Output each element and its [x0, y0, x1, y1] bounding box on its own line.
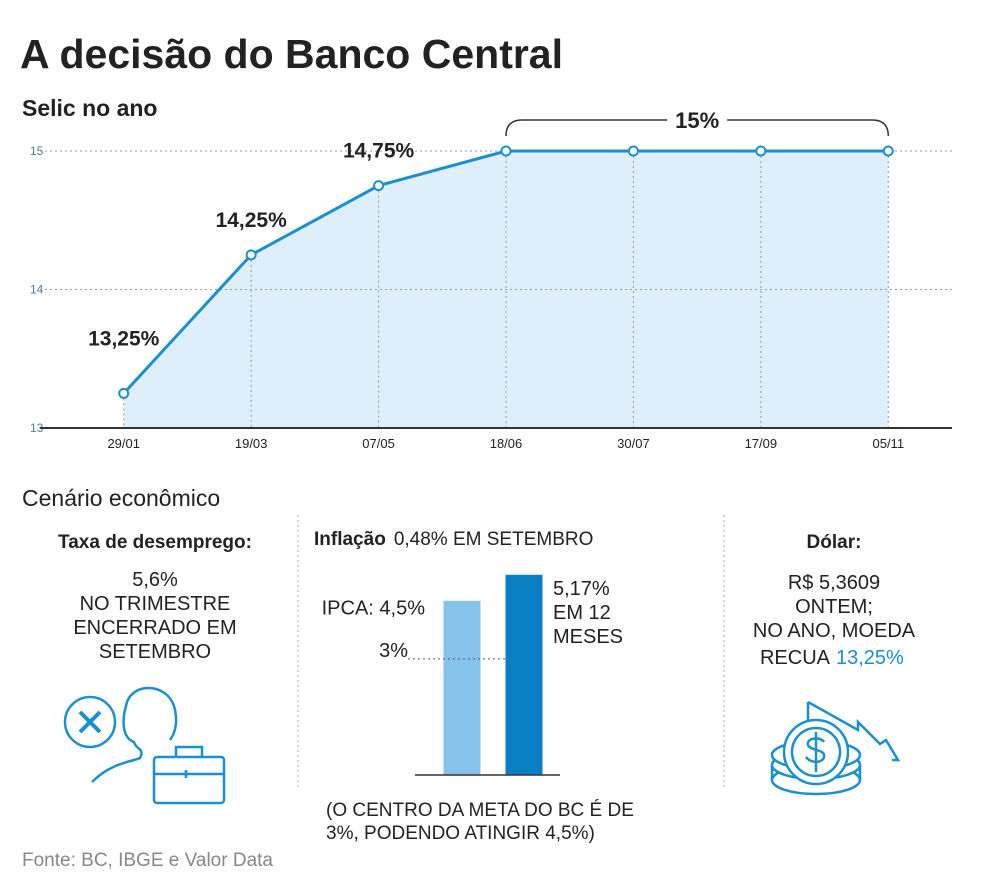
inflation-subtitle: 0,48% EM SETEMBRO: [394, 529, 594, 550]
point: [118, 387, 130, 399]
dollar-icon: [770, 700, 901, 796]
bar: [505, 574, 543, 775]
value-label: 14,25%: [216, 209, 288, 232]
x-tick-label: 30/07: [617, 436, 650, 451]
dollar-highlight: 13,25%: [836, 647, 904, 669]
unemployment-text: 5,6% NO TRIMESTRE ENCERRADO EM SETEMBRO: [73, 569, 236, 663]
inflation-header: Inflação 0,48% EM SETEMBRO: [314, 529, 593, 550]
point: [755, 145, 767, 157]
page-title: A decisão do Banco Central: [20, 31, 563, 77]
chart-title: Selic no ano: [22, 95, 157, 121]
dollar-title: Dólar:: [807, 532, 862, 553]
y-tick-label: 13: [30, 421, 44, 435]
line-chart: 13 14 15 29/01 19/03 07/05 18/06 30/07 17/09 05/1…: [30, 108, 952, 451]
section-title: Cenário econômico: [22, 485, 220, 511]
value-label: 14,75%: [343, 140, 415, 163]
x-tick-label: 29/01: [107, 436, 140, 451]
value-label: 13,25%: [88, 327, 160, 350]
x-tick-label: 19/03: [235, 436, 268, 451]
bar-chart: 3% IPCA: 4,5% 5,17% EM 12 MESES: [322, 574, 623, 776]
point: [627, 145, 639, 157]
x-tick-label: 05/11: [872, 436, 904, 451]
point: [500, 145, 512, 157]
y-tick-label: 15: [30, 144, 44, 158]
y-tick-label: 14: [30, 283, 44, 297]
value-label: IPCA: 4,5%: [322, 598, 426, 620]
inflation-title: Inflação: [314, 529, 386, 550]
x-tick-label: 18/06: [490, 436, 523, 451]
dollar-last-line: RECUA: [760, 647, 831, 669]
annotation: 15%: [675, 108, 719, 133]
value-label: 5,17% EM 12 MESES: [553, 578, 623, 648]
source: Fonte: BC, IBGE e Valor Data: [22, 850, 273, 871]
inflation-note: (O CENTRO DA META DO BC É DE 3%, PODENDO …: [326, 800, 634, 844]
bar: [443, 600, 481, 775]
reference-label: 3%: [379, 640, 408, 662]
point: [245, 249, 257, 261]
point: [373, 180, 385, 192]
unemployment-icon: [63, 686, 226, 805]
bracket: [505, 119, 890, 137]
x-tick-label: 17/09: [745, 436, 778, 451]
x-tick-label: 07/05: [362, 436, 395, 451]
point: [882, 145, 894, 157]
dollar-text: R$ 5,3609 ONTEM; NO ANO, MOEDA: [753, 572, 916, 642]
unemployment-title: Taxa de desemprego:: [58, 532, 252, 553]
